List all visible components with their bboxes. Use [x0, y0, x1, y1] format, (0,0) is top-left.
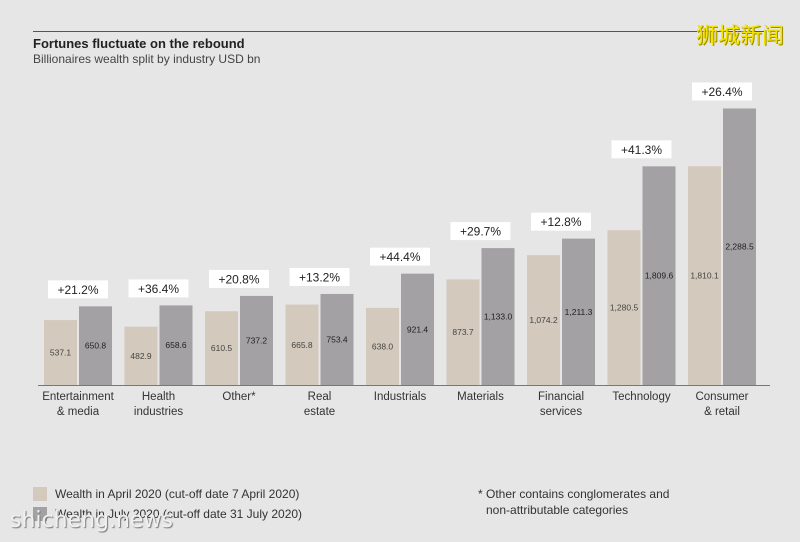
change-badge: [48, 280, 108, 299]
category-label-line: Materials: [457, 391, 504, 403]
category-label-line: services: [540, 406, 582, 418]
category-label: Materials: [457, 391, 504, 403]
data-label-april: 1,074.2: [529, 315, 558, 325]
change-label: +44.4%: [379, 250, 420, 264]
category-label: Real estate: [304, 391, 335, 418]
bar-april: [527, 255, 560, 385]
change-badge: [531, 212, 591, 231]
category-label-line: estate: [304, 406, 335, 418]
category-label-line: & media: [57, 406, 100, 418]
watermark-logo-bottom: shicheng.news: [10, 508, 173, 533]
bar-april: [366, 307, 399, 385]
category-label-line: Consumer: [695, 391, 748, 403]
bar-april: [205, 311, 238, 385]
category-label-line: Real: [308, 391, 332, 403]
legend-item-july: Wealth in July 2020 (cut-off date 31 Jul…: [33, 507, 302, 521]
change-label: +29.7%: [460, 225, 501, 239]
category-label: Other*: [222, 391, 256, 403]
data-label-april: 1,810.1: [690, 271, 719, 281]
change-badge: [692, 82, 752, 101]
change-label: +36.4%: [138, 282, 179, 296]
category-label-line: Entertainment: [42, 391, 114, 403]
change-label: +21.2%: [57, 283, 98, 297]
footnote-line-2: non-attributable categories: [486, 503, 629, 517]
data-label-july: 921.4: [407, 324, 429, 334]
bar-july: [562, 238, 595, 385]
bar-april: [688, 166, 721, 385]
change-badge: [611, 140, 672, 159]
bar-april: [124, 326, 158, 385]
data-label-april: 665.8: [291, 340, 313, 350]
change-label: +41.3%: [621, 143, 662, 157]
change-badge: [128, 279, 189, 298]
change-label: +20.8%: [218, 272, 259, 286]
data-label-july: 1,133.0: [484, 312, 513, 322]
category-label: Industrials: [374, 391, 427, 403]
data-label-april: 873.7: [452, 327, 474, 337]
top-rule: [33, 31, 765, 32]
legend-item-april: Wealth in April 2020 (cut-off date 7 Apr…: [33, 487, 299, 501]
chart-title: Fortunes fluctuate on the rebound: [33, 36, 245, 51]
legend-label-april: Wealth in April 2020 (cut-off date 7 Apr…: [55, 487, 300, 501]
bar-july: [642, 166, 676, 385]
data-label-april: 482.9: [130, 351, 152, 361]
bar-april: [446, 279, 480, 385]
bar-april: [607, 230, 641, 385]
bar-july: [481, 248, 515, 385]
bar-july: [159, 305, 193, 385]
change-badge: [209, 269, 269, 288]
data-label-april: 537.1: [50, 348, 72, 358]
category-label-line: Financial: [538, 391, 584, 403]
bar-april: [44, 320, 77, 385]
data-label-april: 638.0: [372, 341, 394, 351]
legend-swatch-april: [33, 487, 47, 501]
legend-swatch-july: [33, 507, 47, 521]
bar-july: [320, 293, 354, 385]
data-label-april: 1,280.5: [610, 303, 639, 313]
footnote-line-1: Other contains conglomerates and: [486, 487, 670, 501]
bar-chart: 537.1 650.8 +21.2% Entertainment & media 482.…: [38, 82, 770, 418]
bar-july: [723, 108, 756, 386]
change-badge: [370, 247, 430, 266]
footnote-marker: *: [478, 487, 483, 501]
category-label-line: Technology: [612, 391, 670, 403]
category-label-line: Health: [142, 391, 175, 403]
category-label: Financial services: [538, 391, 584, 418]
bar-july: [79, 306, 112, 385]
category-label-line: & retail: [704, 406, 740, 418]
data-label-july: 2,288.5: [725, 242, 754, 252]
data-label-july: 1,211.3: [565, 307, 593, 317]
bar-april: [285, 304, 319, 385]
data-label-july: 650.8: [85, 341, 107, 351]
data-label-july: 658.6: [165, 340, 187, 350]
category-label: Consumer & retail: [695, 391, 748, 418]
category-label-line: Other*: [222, 391, 256, 403]
data-label-july: 1,809.6: [645, 271, 674, 281]
data-label-april: 610.5: [211, 343, 233, 353]
footnote: * Other contains conglomerates and non-a…: [478, 486, 669, 518]
watermark-logo-top: 狮城新闻: [695, 24, 784, 49]
category-label: Health industries: [134, 391, 183, 418]
change-label: +26.4%: [701, 85, 742, 99]
change-label: +13.2%: [299, 270, 340, 284]
change-badge: [289, 267, 350, 286]
category-label: Technology: [612, 391, 670, 403]
bar-july: [240, 295, 273, 385]
bar-july: [401, 273, 434, 385]
change-badge: [450, 222, 511, 241]
category-label-line: Industrials: [374, 391, 427, 403]
change-label: +12.8%: [540, 215, 581, 229]
category-label: Entertainment & media: [42, 391, 114, 418]
chart-subtitle: Billionaires wealth split by industry US…: [33, 52, 261, 66]
category-label-line: industries: [134, 406, 183, 418]
legend-label-july: Wealth in July 2020 (cut-off date 31 Jul…: [55, 507, 303, 521]
data-label-july: 753.4: [326, 334, 348, 344]
data-label-july: 737.2: [246, 335, 268, 345]
